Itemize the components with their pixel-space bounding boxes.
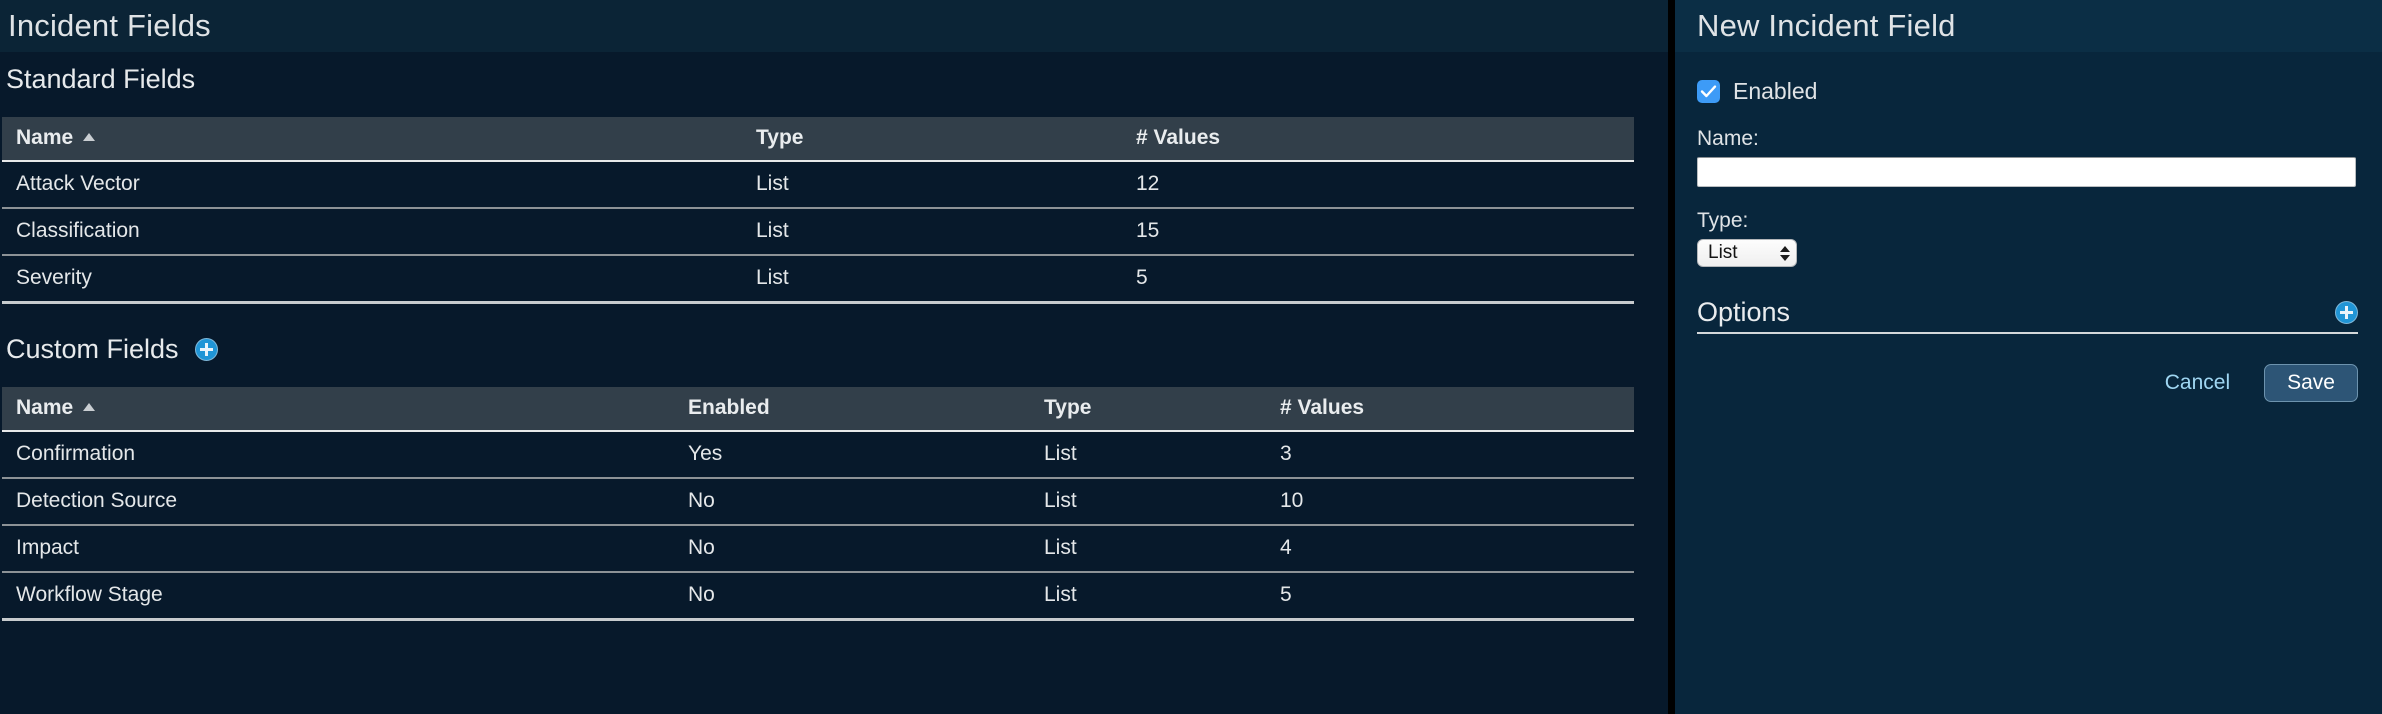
enabled-label: Enabled [1733, 78, 1818, 104]
name-field-label: Name: [1697, 127, 1759, 150]
table-row[interactable]: Attack Vector List 12 [2, 161, 1634, 209]
column-header-values[interactable]: # Values [1266, 387, 1634, 432]
field-name-link[interactable]: Detection Source [2, 478, 674, 526]
field-name-link[interactable]: Impact [2, 525, 674, 573]
field-name-link[interactable]: Classification [2, 208, 742, 256]
field-values-count: 10 [1266, 478, 1634, 526]
column-header-type[interactable]: Type [742, 117, 1122, 162]
table-row[interactable]: Confirmation Yes List 3 [2, 431, 1634, 479]
options-section-header: Options [1697, 297, 2358, 334]
panel-divider [1668, 0, 1675, 714]
field-values-count: 4 [1266, 525, 1634, 573]
add-option-icon[interactable] [2335, 301, 2358, 324]
field-values-count: 12 [1122, 161, 1634, 209]
options-title: Options [1697, 297, 1791, 327]
enabled-checkbox-row[interactable]: Enabled [1697, 52, 2358, 105]
field-enabled: No [674, 525, 1030, 573]
name-input[interactable] [1697, 157, 2356, 187]
standard-fields-section-header: Standard Fields [0, 64, 1668, 95]
field-enabled: Yes [674, 431, 1030, 479]
field-type: List [1030, 431, 1266, 479]
column-header-type[interactable]: Type [1030, 387, 1266, 432]
page-title: Incident Fields [8, 8, 211, 43]
standard-fields-title: Standard Fields [6, 64, 196, 94]
table-row[interactable]: Classification List 15 [2, 208, 1634, 256]
custom-fields-section-header: Custom Fields [0, 334, 1668, 365]
custom-fields-table: Name Enabled Type # Values Confirmation … [2, 387, 1634, 621]
field-name-link[interactable]: Confirmation [2, 431, 674, 479]
table-row[interactable]: Severity List 5 [2, 255, 1634, 304]
column-header-name[interactable]: Name [2, 387, 674, 432]
type-field-label: Type: [1697, 209, 1749, 232]
table-row[interactable]: Workflow Stage No List 5 [2, 572, 1634, 621]
table-header-row: Name Type # Values [2, 117, 1634, 162]
field-type: List [742, 208, 1122, 256]
panel-title: New Incident Field [1697, 8, 1956, 43]
field-type: List [1030, 478, 1266, 526]
enabled-checkbox[interactable] [1697, 80, 1720, 103]
cancel-button[interactable]: Cancel [2159, 367, 2236, 399]
field-name-link[interactable]: Severity [2, 255, 742, 304]
field-values-count: 5 [1266, 572, 1634, 621]
table-header-row: Name Enabled Type # Values [2, 387, 1634, 432]
incident-fields-panel: Incident Fields Standard Fields Name Typ… [0, 0, 1668, 621]
field-enabled: No [674, 572, 1030, 621]
field-values-count: 15 [1122, 208, 1634, 256]
column-header-name[interactable]: Name [2, 117, 742, 162]
custom-fields-title: Custom Fields [6, 334, 179, 364]
left-header-band: Incident Fields [0, 0, 1668, 52]
field-values-count: 3 [1266, 431, 1634, 479]
add-custom-field-icon[interactable] [194, 338, 218, 361]
sort-ascending-icon [83, 403, 96, 411]
type-select[interactable]: List [1697, 239, 1797, 267]
checkmark-icon [1700, 85, 1717, 98]
save-button[interactable]: Save [2264, 364, 2358, 402]
field-type: List [1030, 572, 1266, 621]
sort-ascending-icon [83, 133, 96, 141]
column-header-enabled[interactable]: Enabled [674, 387, 1030, 432]
type-select-value: List [1708, 242, 1738, 263]
form-actions: Cancel Save [1697, 364, 2358, 402]
field-name-link[interactable]: Workflow Stage [2, 572, 674, 621]
field-type: List [742, 161, 1122, 209]
column-header-values[interactable]: # Values [1122, 117, 1634, 162]
new-field-form: Enabled Name: Type: List Options Cancel … [1675, 52, 2382, 402]
table-row[interactable]: Impact No List 4 [2, 525, 1634, 573]
right-header-band: New Incident Field [1675, 0, 2382, 52]
field-enabled: No [674, 478, 1030, 526]
field-type: List [1030, 525, 1266, 573]
stepper-arrows-icon [1780, 245, 1790, 261]
standard-fields-table: Name Type # Values Attack Vector List 12… [2, 117, 1634, 304]
field-values-count: 5 [1122, 255, 1634, 304]
new-incident-field-panel: New Incident Field Enabled Name: Type: L… [1675, 0, 2382, 714]
field-type: List [742, 255, 1122, 304]
table-row[interactable]: Detection Source No List 10 [2, 478, 1634, 526]
field-name-link[interactable]: Attack Vector [2, 161, 742, 209]
